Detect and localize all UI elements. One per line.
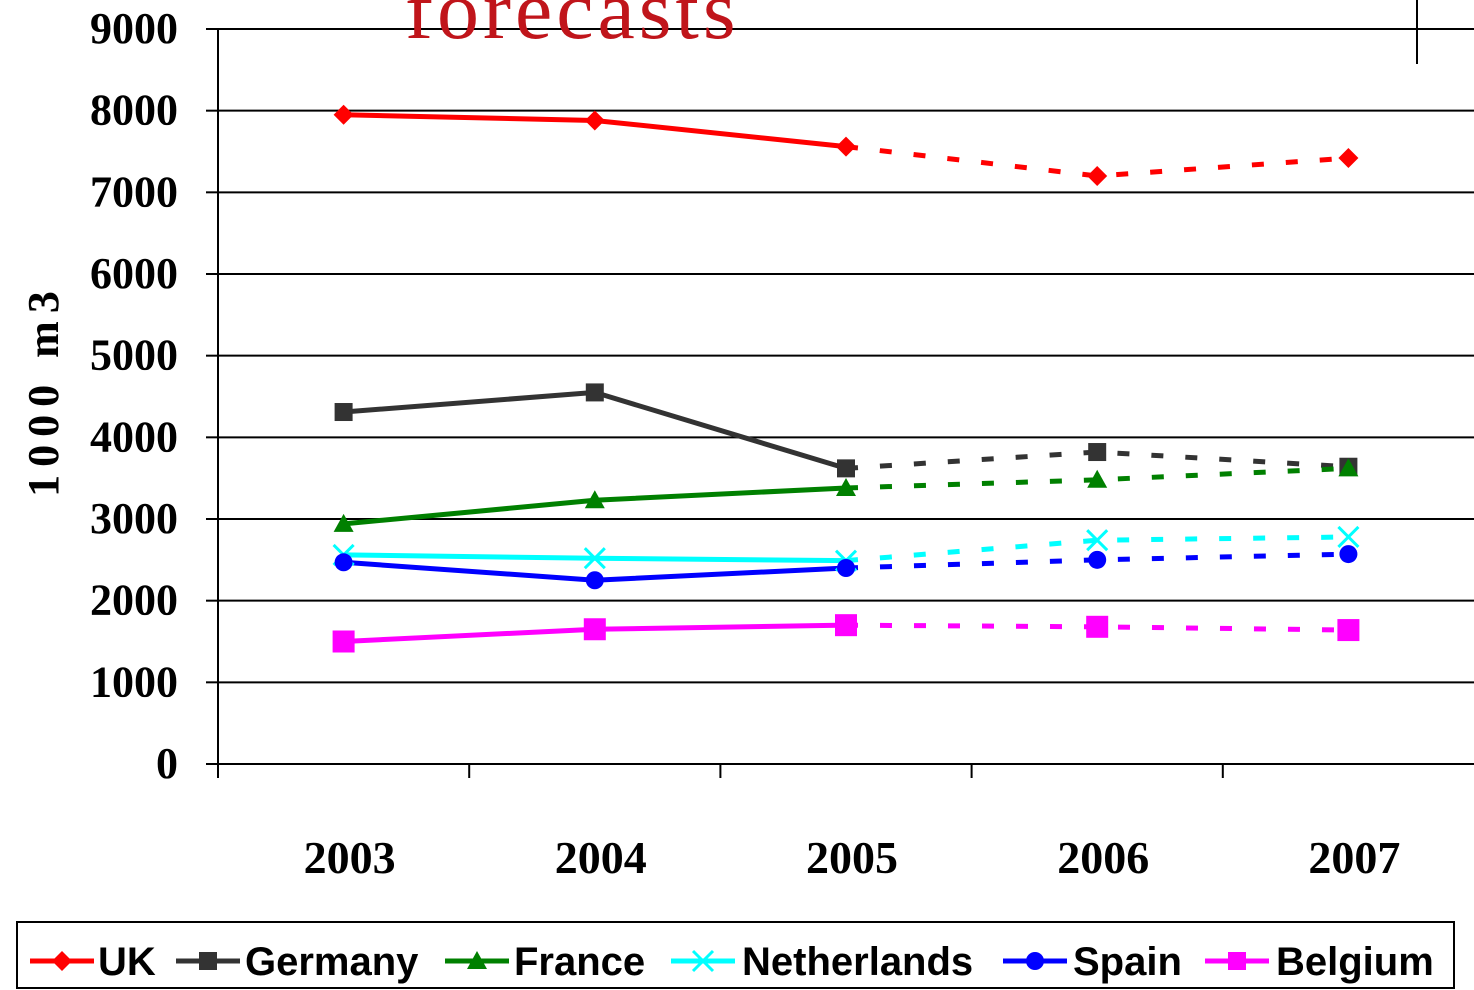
data-point-belgium <box>1337 619 1360 642</box>
gridlines <box>206 28 1474 765</box>
chart-title: forecasts <box>405 0 740 57</box>
series-forecast-line-germany <box>845 449 1349 471</box>
x-tick-label: 2005 <box>806 832 898 883</box>
legend-item-belgium: Belgium <box>1205 940 1434 984</box>
data-point-belgium <box>835 614 857 637</box>
x-tick-label: 2004 <box>555 832 647 883</box>
x-tick-labels: 2003 2004 2005 2006 2007 <box>304 832 1401 883</box>
data-point-belgium <box>1086 615 1109 638</box>
legend-marker-germany <box>199 952 217 970</box>
data-point-belgium <box>583 618 606 641</box>
legend-item-uk: UK <box>30 940 156 984</box>
data-point-uk <box>1338 148 1359 169</box>
data-point-spain <box>334 553 353 572</box>
series-forecast-line-netherlands <box>845 534 1349 564</box>
data-point-netherlands <box>1337 525 1360 549</box>
y-tick-label: 7000 <box>90 167 178 216</box>
data-point-france <box>836 477 856 496</box>
legend-label: Netherlands <box>742 940 973 984</box>
data-point-netherlands <box>583 547 606 570</box>
data-point-germany <box>1088 443 1107 462</box>
data-point-france <box>1338 458 1359 477</box>
legend: UK Germany France Netherlands Spain Belgium <box>16 921 1455 989</box>
y-tick-label: 9000 <box>90 4 178 53</box>
legend-marker-spain <box>1026 952 1044 970</box>
data-point-uk <box>836 136 856 157</box>
legend-marker-netherlands <box>691 949 715 973</box>
legend-label: UK <box>98 940 156 984</box>
data-point-france <box>584 490 605 509</box>
data-point-uk <box>584 110 605 131</box>
y-tick-label: 1000 <box>90 657 178 706</box>
y-tick-label: 5000 <box>90 331 178 380</box>
legend-label: Belgium <box>1276 940 1434 984</box>
data-point-spain <box>837 559 855 577</box>
series-markers <box>332 104 1360 653</box>
data-point-france <box>333 513 354 532</box>
y-tick-label: 8000 <box>90 86 178 135</box>
data-point-france <box>1087 469 1108 488</box>
series-forecast-line-belgium <box>845 622 1349 633</box>
y-tick-label: 0 <box>156 739 178 788</box>
legend-box <box>16 921 1455 989</box>
data-point-germany <box>334 403 353 422</box>
legend-marker-belgium <box>1228 952 1246 970</box>
y-tick-label: 6000 <box>90 249 178 298</box>
legend-marker-france <box>467 951 487 969</box>
data-point-spain <box>1088 550 1107 569</box>
series-line-germany <box>343 389 847 471</box>
data-point-germany <box>837 459 855 478</box>
axes <box>217 29 1474 778</box>
series-forecast-line-france <box>845 465 1349 491</box>
y-tick-label: 4000 <box>90 412 178 461</box>
legend-label: Spain <box>1073 940 1182 984</box>
legend-label: Germany <box>245 940 419 984</box>
legend-item-france: France <box>445 940 645 984</box>
data-point-uk <box>1087 166 1108 186</box>
data-point-netherlands <box>1086 529 1109 552</box>
legend-marker-uk <box>52 951 72 971</box>
data-point-spain <box>585 571 604 590</box>
legend-item-spain: Spain <box>1003 940 1182 984</box>
y-axis-label: 1000 m3 <box>19 283 68 497</box>
x-tick-label: 2006 <box>1057 832 1149 883</box>
y-tick-label: 3000 <box>90 494 178 543</box>
data-point-germany <box>585 383 604 402</box>
legend-item-netherlands: Netherlands <box>671 940 973 984</box>
data-point-uk <box>333 104 354 125</box>
legend-label: France <box>514 940 645 984</box>
legend-item-germany: Germany <box>176 940 419 984</box>
y-tick-labels: 0 1000 2000 3000 4000 5000 6000 7000 8000 9000 <box>90 4 178 788</box>
series-forecast-line-spain <box>845 551 1349 571</box>
data-point-spain <box>1339 545 1358 564</box>
y-tick-label: 2000 <box>90 576 178 625</box>
x-tick-label: 2007 <box>1308 832 1400 883</box>
x-tick-label: 2003 <box>304 832 396 883</box>
data-point-belgium <box>332 630 355 653</box>
